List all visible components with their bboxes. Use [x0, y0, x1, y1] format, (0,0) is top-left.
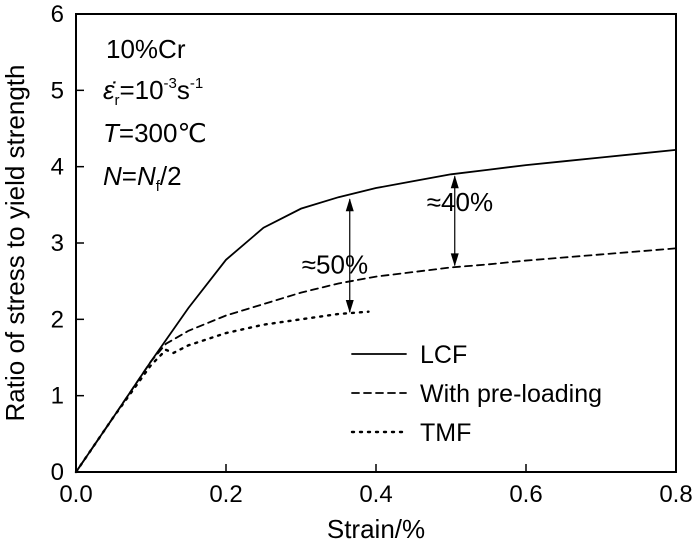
annotation-arrowhead-up	[450, 175, 459, 189]
y-tick-label: 2	[51, 306, 64, 333]
y-tick-label: 6	[51, 1, 64, 28]
legend: LCF With pre-loading TMF	[350, 341, 602, 447]
legend-label: With pre-loading	[420, 380, 602, 408]
x-tick-label: 0.0	[59, 481, 92, 508]
x-tick-label: 0.2	[209, 481, 242, 508]
y-tick-label: 3	[51, 230, 64, 257]
x-tick-label: 0.8	[659, 481, 692, 508]
y-tick-label: 4	[51, 154, 64, 181]
strain-rate-exponent: -3	[164, 75, 177, 92]
annotation-label: ≈50%	[302, 250, 368, 280]
strain-rate-label: ε̇r=10-3s-1	[103, 75, 203, 109]
ticks-layer: 0.0 0.2 0.4 0.6 0.8 0 1 2 3 4 5 6	[51, 1, 693, 508]
legend-label: TMF	[420, 419, 471, 447]
strain-rate-value: =10	[119, 75, 163, 105]
y-tick-label: 5	[51, 77, 64, 104]
strain-rate-unit-exponent: -1	[190, 75, 203, 92]
y-axis-title: Ratio of stress to yield strength	[0, 65, 30, 422]
cycle-equals: =	[122, 161, 137, 191]
temperature-symbol: T	[103, 118, 121, 148]
annotation-arrowhead-down	[450, 253, 459, 267]
x-axis-title: Strain/%	[327, 514, 425, 544]
material-label: 10%Cr	[106, 34, 186, 64]
series-line-tmf	[74, 310, 370, 474]
strain-rate-unit: s	[177, 75, 190, 105]
temperature-label: T=300℃	[103, 118, 207, 148]
annotation-label: ≈40%	[427, 187, 493, 217]
annotations-layer: ≈50% ≈40%	[302, 175, 493, 313]
annotation-arrowhead-up	[345, 198, 354, 212]
annotation-arrowhead-down	[345, 299, 354, 313]
series-line-lcf	[75, 148, 677, 473]
series-layer	[74, 148, 677, 474]
legend-label: LCF	[420, 341, 467, 369]
y-tick-label: 1	[51, 383, 64, 410]
strain-rate-symbol: ε̇	[103, 75, 116, 105]
cycle-subscript: f	[156, 178, 161, 195]
x-tick-label: 0.6	[509, 481, 542, 508]
temperature-value: =300℃	[119, 118, 207, 148]
cycle-symbol: N	[103, 161, 122, 191]
conditions-box: 10%Cr ε̇r=10-3s-1 T=300℃ N=Nf/2	[103, 34, 207, 195]
strain-rate-subscript: r	[114, 92, 119, 109]
series-line-with-pre-loading	[75, 247, 677, 473]
y-tick-label: 0	[51, 459, 64, 486]
cycle-value: /2	[160, 161, 182, 191]
cycle-label: N=Nf/2	[103, 161, 182, 195]
x-tick-label: 0.4	[359, 481, 392, 508]
cycle-symbol-2: N	[137, 161, 156, 191]
